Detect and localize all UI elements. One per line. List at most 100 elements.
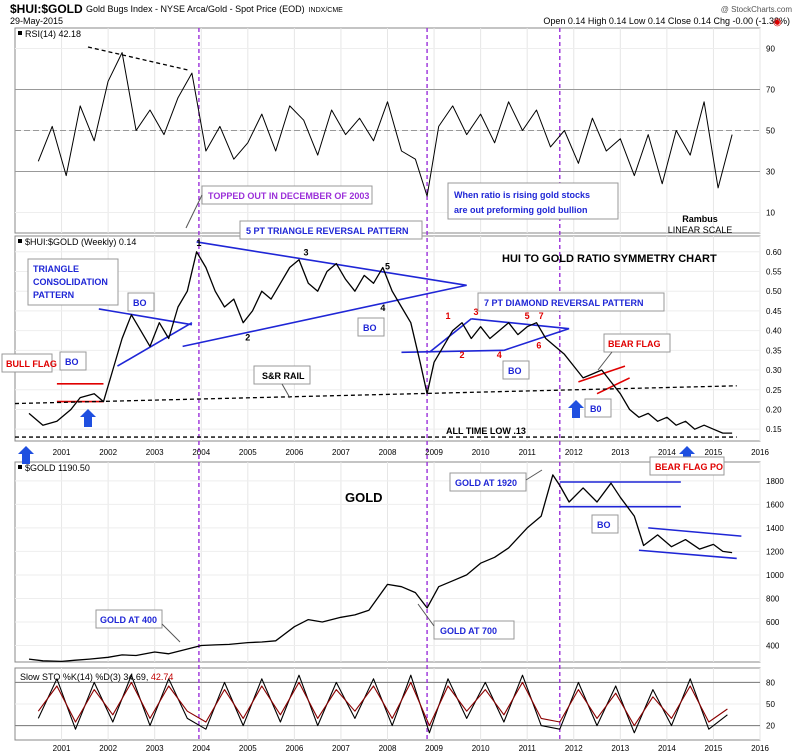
triangle-bottom-trendline: [117, 322, 193, 367]
pattern-point-label: 2: [459, 350, 464, 360]
year-tick-label: 2002: [99, 448, 117, 457]
bo-label-2: BO: [363, 323, 377, 333]
description-text: Gold Bugs Index - NYSE Arca/Gold - Spot …: [86, 4, 305, 14]
bo-label-3: BO: [508, 366, 522, 376]
year-tick-label: 2013: [611, 448, 629, 457]
pattern-point-label: 5: [525, 311, 530, 321]
gold-400-pointer: [161, 623, 181, 643]
year-tick-label: 2012: [565, 448, 583, 457]
rsi-legend-swatch: [18, 31, 22, 35]
linear-scale-note: LINEAR SCALE: [668, 225, 733, 235]
seven-pt-label: 7 PT DIAMOND REVERSAL PATTERN: [484, 298, 644, 308]
bo-box-4: [59, 351, 87, 371]
year-tick-label: 2010: [472, 744, 490, 753]
arrow-up-icon: [80, 409, 96, 427]
pattern-point-label: 1: [196, 238, 201, 248]
bear-flag-top-trendline: [578, 365, 626, 383]
triangle-top-trendline: [98, 308, 193, 326]
y-tick-label: 0.60: [766, 248, 782, 257]
year-tick-label: 2011: [519, 744, 537, 753]
stoch-label-text: Slow STO %K(14) %D(3): [20, 672, 123, 682]
pattern-point-label: 1: [446, 311, 451, 321]
year-tick-label: 2008: [379, 448, 397, 457]
s-and-r-rail-trendline: [14, 385, 737, 405]
y-tick-label: 1600: [766, 500, 784, 509]
ratio-chart-title: HUI TO GOLD RATIO SYMMETRY CHART: [502, 253, 717, 265]
year-tick-label: 2012: [565, 744, 583, 753]
y-tick-label: 400: [766, 642, 780, 651]
y-tick-label: 0.15: [766, 425, 782, 434]
year-tick-label: 2010: [472, 448, 490, 457]
y-tick-label: 50: [766, 700, 775, 709]
gold-1920-label: GOLD AT 1920: [455, 478, 517, 488]
ratio-label: $HUI:$GOLD (Weekly) 0.14: [25, 237, 136, 247]
y-tick-label: 1800: [766, 477, 784, 486]
year-tick-label: 2015: [705, 744, 723, 753]
bear-flag-box: [603, 333, 671, 353]
bo-label-4: BO: [65, 357, 79, 367]
all-time-low-label: ALL TIME LOW .13: [446, 426, 526, 436]
pattern-point-label: 6: [536, 340, 541, 350]
gold-label: $GOLD 1190.50: [25, 463, 90, 473]
quote-summary: Open 0.14 High 0.14 Low 0.14 Close 0.14 …: [543, 16, 790, 26]
pattern-points: 1 2 3 4 5 1 2 3 4 5 6 7: [196, 238, 543, 360]
y-tick-label: 70: [766, 86, 775, 95]
five-pt-box: [239, 220, 423, 240]
y-tick-label: 50: [766, 127, 775, 136]
five-pt-top-trendline: [196, 241, 467, 287]
y-tick-label: 10: [766, 209, 775, 218]
gold-400-label: GOLD AT 400: [100, 615, 157, 625]
gold-annotations: GOLD GOLD AT 400 GOLD AT 700 GOLD AT 192…: [95, 456, 725, 643]
bull-flag-box: [1, 353, 53, 373]
ratio-legend-swatch: [18, 239, 22, 243]
sr-rail-label: S&R RAIL: [262, 371, 305, 381]
x-axis-year-labels: 2001 2001 2002 2002 2003 2003 2004 2004 2005 2005…: [53, 448, 770, 753]
gold-700-label: GOLD AT 700: [440, 626, 497, 636]
y-tick-label: 0.45: [766, 307, 782, 316]
gold-bo-box: [591, 514, 619, 534]
gold-1920-box: [449, 472, 527, 492]
y-tick-label: 80: [766, 678, 775, 687]
year-tick-label: 2003: [146, 744, 164, 753]
bear-flag-label: BEAR FLAG: [608, 339, 661, 349]
seven-pt-box: [477, 292, 665, 312]
pattern-point-label: 4: [380, 303, 385, 313]
triangle-box: [27, 258, 119, 306]
triangle-label-2: CONSOLIDATION: [33, 277, 108, 287]
year-tick-label: 2009: [425, 744, 443, 753]
year-tick-label: 2005: [239, 744, 257, 753]
gold-channel-top-trendline: [648, 527, 742, 537]
year-tick-label: 2007: [332, 448, 350, 457]
year-tick-label: 2014: [658, 448, 676, 457]
bo-box-1: [127, 292, 155, 312]
rsi-annotations: When ratio is rising gold stocks are out…: [87, 46, 733, 235]
year-tick-label: 2008: [379, 744, 397, 753]
stoch-d-line: [37, 681, 728, 727]
y-tick-label: 90: [766, 45, 775, 54]
exchange-text: INDX/CME: [309, 7, 344, 14]
gold-channel-bottom-trendline: [638, 549, 737, 560]
rsi-divergence-line: [87, 46, 189, 71]
gold-bo-label: BO: [597, 520, 611, 530]
y-tick-label: 0.50: [766, 287, 782, 296]
symbol-title: $HUI:$GOLD: [10, 2, 83, 16]
pattern-point-label: 5: [385, 262, 390, 272]
bo-box-2: [357, 317, 385, 337]
year-tick-label: 2001: [53, 448, 71, 457]
y-tick-label: 600: [766, 618, 780, 627]
year-tick-label: 2003: [146, 448, 164, 457]
diamond-lower-left-trendline: [401, 349, 504, 354]
stockcharts-watermark: @ StockCharts.com: [721, 5, 793, 14]
rsi-note-line-2: are out preforming gold bullion: [454, 205, 588, 215]
bear-flag-pointer: [597, 351, 613, 371]
y-tick-label: 1000: [766, 571, 784, 580]
chart-options-icon[interactable]: ◉: [773, 17, 782, 28]
gold-legend-swatch: [18, 465, 22, 469]
y-tick-label: 0.25: [766, 386, 782, 395]
year-tick-label: 2005: [239, 448, 257, 457]
year-tick-label: 2009: [425, 448, 443, 457]
year-tick-label: 2006: [285, 448, 303, 457]
y-tick-label: 20: [766, 722, 775, 731]
five-pt-bottom-trendline: [182, 284, 467, 348]
